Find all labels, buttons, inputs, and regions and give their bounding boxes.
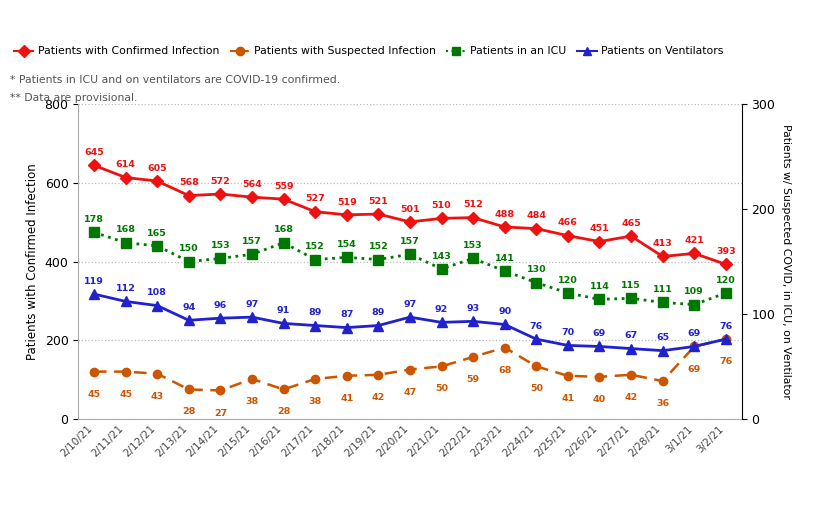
- Text: ** Data are provisional.: ** Data are provisional.: [10, 93, 138, 103]
- Text: 50: 50: [530, 385, 543, 393]
- Text: 393: 393: [716, 247, 736, 256]
- Text: 45: 45: [87, 390, 101, 399]
- Text: 119: 119: [84, 277, 104, 286]
- Text: 152: 152: [306, 242, 325, 251]
- Text: 76: 76: [719, 357, 733, 366]
- Text: 519: 519: [337, 197, 357, 206]
- Text: 89: 89: [308, 308, 322, 317]
- Text: 90: 90: [499, 307, 511, 316]
- Text: 488: 488: [494, 210, 515, 219]
- Text: 510: 510: [432, 201, 452, 210]
- Text: 111: 111: [653, 285, 672, 294]
- Text: 130: 130: [527, 265, 546, 274]
- Text: 91: 91: [277, 306, 290, 315]
- Text: 41: 41: [340, 394, 353, 403]
- Text: 96: 96: [213, 301, 227, 310]
- Text: 465: 465: [621, 219, 641, 227]
- Text: 150: 150: [179, 244, 199, 253]
- Text: 40: 40: [593, 395, 606, 404]
- Text: 76: 76: [719, 322, 733, 331]
- Text: 559: 559: [274, 182, 293, 191]
- Text: 36: 36: [656, 399, 669, 408]
- Text: 564: 564: [242, 180, 262, 189]
- Text: 645: 645: [84, 148, 104, 157]
- Text: 154: 154: [337, 240, 357, 249]
- Text: 143: 143: [432, 252, 452, 261]
- Text: 97: 97: [246, 300, 259, 309]
- Text: 87: 87: [340, 310, 353, 320]
- Text: 97: 97: [403, 300, 417, 309]
- Text: 605: 605: [147, 164, 167, 173]
- Text: 115: 115: [621, 281, 641, 290]
- Text: 69: 69: [592, 329, 606, 338]
- Text: 152: 152: [368, 242, 388, 251]
- Text: 68: 68: [498, 366, 512, 375]
- Text: 413: 413: [653, 239, 672, 248]
- Text: 89: 89: [372, 308, 385, 317]
- Text: 521: 521: [368, 197, 388, 206]
- Text: 501: 501: [400, 205, 419, 214]
- Text: * Patients in ICU and on ventilators are COVID-19 confirmed.: * Patients in ICU and on ventilators are…: [10, 75, 340, 85]
- Text: 28: 28: [182, 407, 195, 417]
- Text: 47: 47: [403, 388, 417, 397]
- Text: 76: 76: [530, 322, 543, 331]
- Text: 28: 28: [277, 407, 290, 417]
- Text: COVID-19 Hospitalizations Reported by MS Hospitals, 2/10/21-3/2/21 *,**: COVID-19 Hospitalizations Reported by MS…: [10, 11, 666, 26]
- Text: 572: 572: [211, 177, 230, 186]
- Text: 120: 120: [716, 276, 736, 285]
- Text: 157: 157: [400, 237, 419, 246]
- Text: 112: 112: [115, 284, 136, 293]
- Text: 94: 94: [182, 303, 195, 312]
- Text: 178: 178: [84, 215, 104, 224]
- Text: 157: 157: [242, 237, 262, 246]
- Text: 466: 466: [558, 218, 578, 227]
- Text: 421: 421: [684, 236, 705, 245]
- Text: 168: 168: [115, 225, 136, 234]
- Text: 69: 69: [687, 329, 701, 338]
- Text: 109: 109: [685, 287, 704, 296]
- Y-axis label: Patients w/ Suspected COVID, in ICU, on Ventilator: Patients w/ Suspected COVID, in ICU, on …: [781, 124, 791, 399]
- Text: 65: 65: [656, 333, 669, 342]
- Text: 93: 93: [466, 304, 480, 313]
- Text: 165: 165: [147, 229, 167, 237]
- Text: 43: 43: [151, 392, 164, 401]
- Text: 451: 451: [590, 224, 609, 233]
- Text: 50: 50: [435, 385, 448, 393]
- Text: 45: 45: [119, 390, 132, 399]
- Text: 114: 114: [589, 282, 610, 291]
- Text: 67: 67: [625, 331, 638, 340]
- Text: 120: 120: [558, 276, 578, 285]
- Text: 70: 70: [561, 328, 574, 337]
- Text: 614: 614: [115, 160, 136, 169]
- Text: 141: 141: [494, 254, 515, 263]
- Text: 484: 484: [527, 211, 546, 220]
- Text: 41: 41: [561, 394, 574, 403]
- Text: 527: 527: [306, 194, 325, 203]
- Text: 512: 512: [463, 200, 483, 209]
- Text: 27: 27: [213, 408, 227, 418]
- Text: 153: 153: [211, 241, 230, 250]
- Text: 42: 42: [372, 393, 385, 402]
- Text: 168: 168: [274, 225, 293, 234]
- Text: 92: 92: [435, 305, 448, 314]
- Text: 42: 42: [625, 393, 638, 402]
- Text: 59: 59: [466, 375, 480, 384]
- Y-axis label: Patients with Confirmed Infection: Patients with Confirmed Infection: [26, 163, 39, 360]
- Text: 108: 108: [147, 288, 167, 297]
- Text: 568: 568: [179, 178, 199, 187]
- Text: 69: 69: [687, 364, 701, 373]
- Text: 38: 38: [308, 397, 322, 406]
- Legend: Patients with Confirmed Infection, Patients with Suspected Infection, Patients i: Patients with Confirmed Infection, Patie…: [10, 42, 728, 61]
- Text: 153: 153: [463, 241, 483, 250]
- Text: 38: 38: [246, 397, 259, 406]
